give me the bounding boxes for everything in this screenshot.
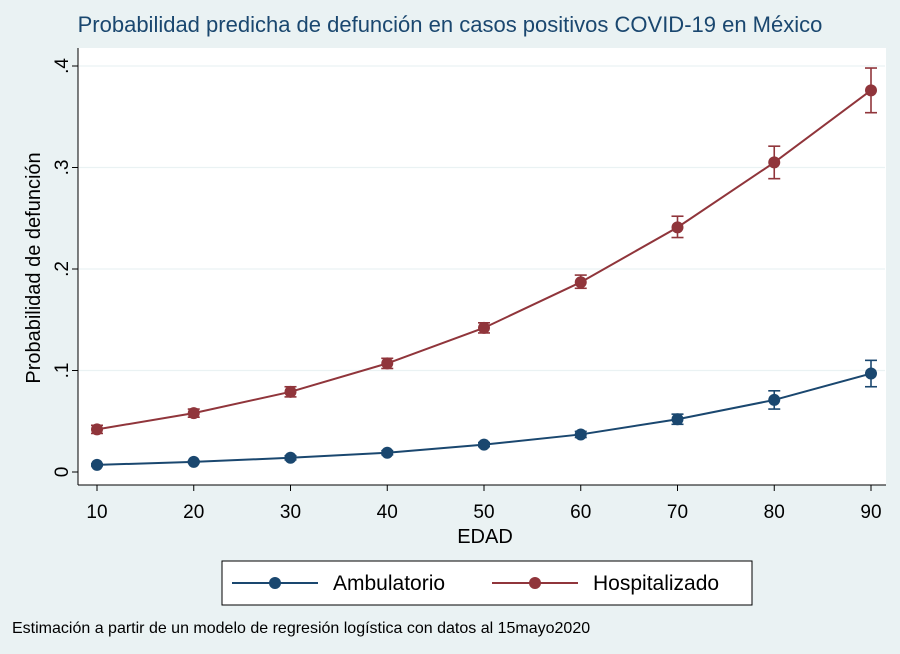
x-tick-label: 20 (183, 502, 204, 523)
data-point (478, 438, 490, 451)
data-point (865, 367, 877, 380)
x-tick-label: 40 (377, 502, 398, 523)
x-tick-label: 30 (280, 502, 301, 523)
axes: 0 .1 .2 .3 .4 10 20 30 40 50 60 70 80 90 (52, 48, 886, 523)
plot-area (78, 48, 886, 485)
data-point (284, 451, 297, 464)
data-point (187, 407, 200, 420)
data-point (574, 276, 587, 289)
data-point (91, 423, 103, 436)
x-tick-label: 90 (860, 502, 881, 523)
x-tick-label: 80 (764, 502, 785, 523)
y-tick-label: .4 (52, 58, 73, 74)
chart-title: Probabilidad predicha de defunción en ca… (78, 12, 823, 37)
data-point (671, 221, 684, 234)
x-tick-label: 60 (570, 502, 591, 523)
series-group (91, 67, 877, 471)
data-point (768, 393, 781, 406)
legend-label: Hospitalizado (593, 572, 719, 595)
y-tick-label: 0 (52, 467, 73, 478)
x-tick-label: 10 (86, 502, 107, 523)
footnote: Estimación a partir de un modelo de regr… (12, 620, 590, 637)
series-ambulatorio (91, 359, 877, 471)
legend-item-hospitalizado: Hospitalizado (492, 572, 719, 595)
data-point (671, 413, 684, 426)
data-point (91, 458, 103, 471)
x-tick-label: 50 (473, 502, 494, 523)
data-point (478, 321, 490, 334)
data-point (284, 385, 297, 398)
data-point (865, 84, 877, 97)
series-hospitalizado (91, 67, 877, 436)
legend-swatch-marker (269, 577, 281, 589)
legend-item-ambulatorio: Ambulatorio (232, 572, 445, 595)
data-point (381, 357, 394, 370)
legend-swatch-marker (529, 577, 541, 589)
legend: Ambulatorio Hospitalizado (221, 560, 753, 606)
y-tick-label: .3 (52, 160, 73, 176)
y-axis-title: Probabilidad de defunción (23, 152, 45, 383)
data-point (768, 156, 781, 169)
data-point (574, 428, 587, 441)
legend-label: Ambulatorio (333, 572, 445, 595)
data-point (187, 455, 200, 468)
x-tick-label: 70 (667, 502, 688, 523)
x-axis-title: EDAD (457, 526, 513, 548)
grid (79, 65, 885, 372)
data-point (381, 446, 394, 459)
y-tick-label: .2 (52, 261, 73, 277)
y-tick-label: .1 (52, 363, 73, 379)
